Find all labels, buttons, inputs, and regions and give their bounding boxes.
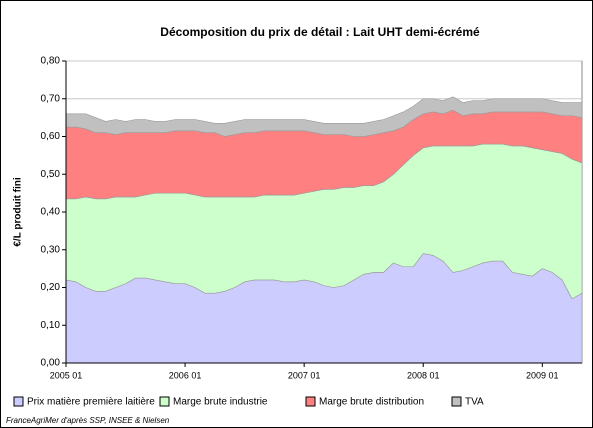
x-tick-label: 2005 01 — [50, 370, 83, 380]
y-tick-label: 0,50 — [41, 169, 61, 180]
legend-swatch — [13, 396, 24, 407]
legend-swatch — [451, 396, 462, 407]
y-axis-label: €/L produit fini — [13, 177, 24, 246]
x-tick-label: 2007 01 — [288, 370, 321, 380]
legend-swatch — [305, 396, 316, 407]
legend-label: TVA — [465, 397, 484, 408]
source: FranceAgriMer d'après SSP, INSEE & Niels… — [6, 416, 170, 425]
y-tick-label: 0,70 — [41, 93, 61, 104]
x-tick-label: 2006 01 — [169, 370, 202, 380]
y-tick-label: 0,30 — [41, 244, 61, 255]
chart-title: Décomposition du prix de détail : Lait U… — [160, 25, 480, 39]
legend-label: Marge brute distribution — [319, 397, 424, 408]
legend-label: Marge brute industrie — [173, 397, 268, 408]
legend-swatch — [159, 396, 170, 407]
x-tick-label: 2008 01 — [407, 370, 440, 380]
y-tick-label: 0,40 — [41, 207, 61, 218]
y-tick-label: 0,80 — [41, 56, 61, 67]
area — [65, 96, 583, 137]
x-tick-label: 2009 01 — [526, 370, 559, 380]
y-tick-label: 0,20 — [41, 282, 61, 293]
y-tick-label: 0,10 — [41, 320, 61, 331]
legend-label: Prix matière première laitière — [27, 397, 155, 408]
y-tick-label: 0,00 — [41, 358, 61, 369]
y-tick-label: 0,60 — [41, 131, 61, 142]
